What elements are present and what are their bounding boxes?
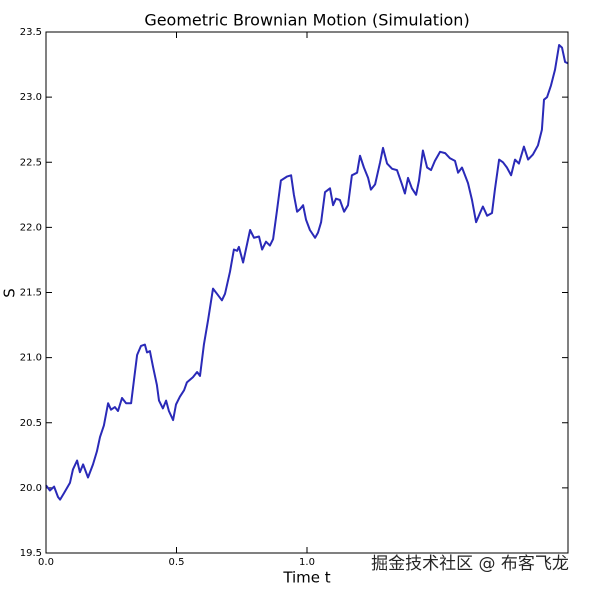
y-tick-label: 21.5: [20, 288, 42, 299]
data-line: [45, 44, 569, 501]
x-tick-label: 1.0: [299, 557, 315, 568]
x-tick-label: 0.0: [38, 557, 54, 568]
y-tick-label: 19.5: [20, 548, 42, 559]
chart-title: Geometric Brownian Motion (Simulation): [144, 11, 469, 30]
y-axis-label: S: [1, 288, 19, 298]
y-tick-label: 23.5: [20, 27, 42, 38]
y-tick-label: 20.0: [20, 483, 42, 494]
y-tick-label: 22.0: [20, 222, 42, 233]
y-tick-label: 20.5: [20, 418, 42, 429]
y-tick-label: 22.5: [20, 157, 42, 168]
plot-frame: [45, 31, 569, 554]
x-tick-label: 0.5: [169, 557, 185, 568]
y-tick-label: 23.0: [20, 92, 42, 103]
x-axis-label: Time t: [282, 569, 330, 587]
y-tick-label: 21.0: [20, 353, 42, 364]
watermark: 掘金技术社区 @ 布客飞龙: [371, 554, 569, 574]
